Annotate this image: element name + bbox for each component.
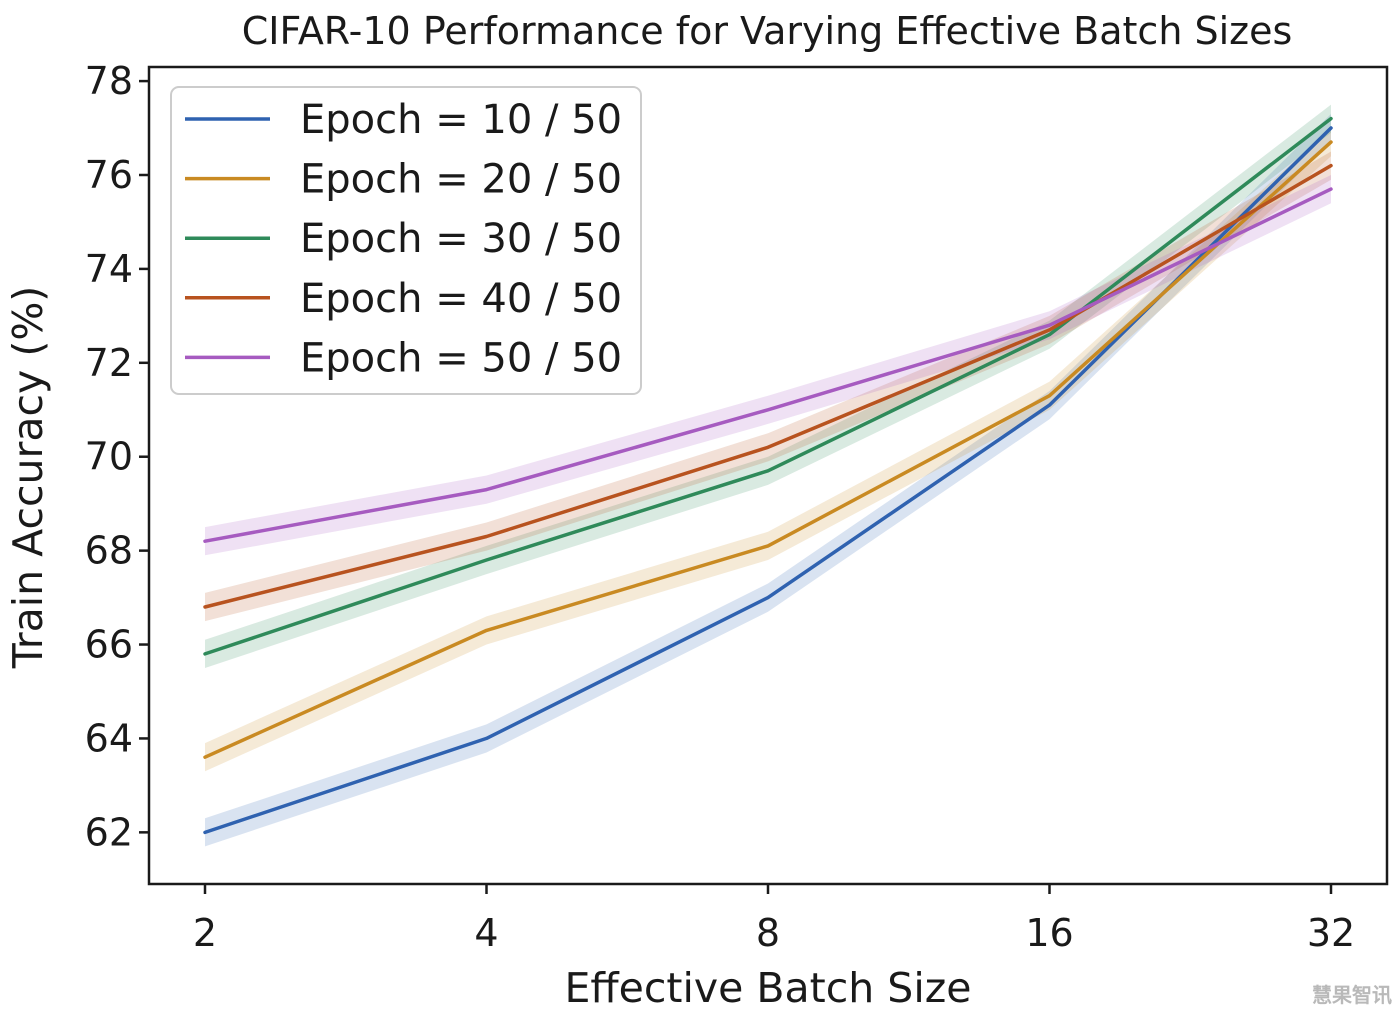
x-tick-label: 32 — [1307, 911, 1355, 955]
watermark-text: 慧果智讯 — [1312, 983, 1392, 1007]
line-series-4 — [203, 163, 1333, 609]
line-series-5 — [203, 187, 1333, 543]
y-tick-label: 76 — [85, 153, 133, 197]
series-lines — [203, 116, 1333, 835]
legend-label-3: Epoch = 30 / 50 — [300, 216, 622, 262]
chart-title: CIFAR-10 Performance for Varying Effecti… — [242, 9, 1293, 53]
x-tick-label: 4 — [474, 911, 498, 955]
y-tick-label: 70 — [85, 435, 133, 479]
x-axis-label: Effective Batch Size — [565, 964, 972, 1012]
legend-label-2: Epoch = 20 / 50 — [300, 157, 622, 203]
band-series-3 — [205, 104, 1331, 669]
band-series-5 — [205, 175, 1331, 556]
band-series-4 — [205, 151, 1331, 622]
line-series-2 — [203, 140, 1333, 759]
y-tick-label: 78 — [85, 59, 133, 103]
legend-label-5: Epoch = 50 / 50 — [300, 335, 622, 381]
legend-label-4: Epoch = 40 / 50 — [300, 276, 622, 322]
y-tick-label: 64 — [85, 716, 133, 760]
y-axis: 62 64 66 68 70 72 74 76 78 — [85, 59, 149, 854]
y-tick-label: 66 — [85, 623, 133, 667]
y-tick-label: 74 — [85, 247, 133, 291]
x-tick-label: 2 — [193, 911, 217, 955]
legend: Epoch = 10 / 50 Epoch = 20 / 50 Epoch = 30… — [170, 86, 642, 395]
y-axis-label: Train Accuracy (%) — [4, 286, 52, 670]
y-tick-label: 72 — [85, 341, 133, 385]
x-axis: 2 4 8 16 32 — [193, 884, 1355, 955]
x-tick-label: 16 — [1025, 911, 1073, 955]
legend-box — [170, 86, 642, 395]
y-tick-label: 68 — [85, 529, 133, 573]
y-tick-label: 62 — [85, 810, 133, 854]
line-series-3 — [203, 116, 1333, 656]
legend-label-1: Epoch = 10 / 50 — [300, 97, 622, 143]
x-tick-label: 8 — [756, 911, 780, 955]
